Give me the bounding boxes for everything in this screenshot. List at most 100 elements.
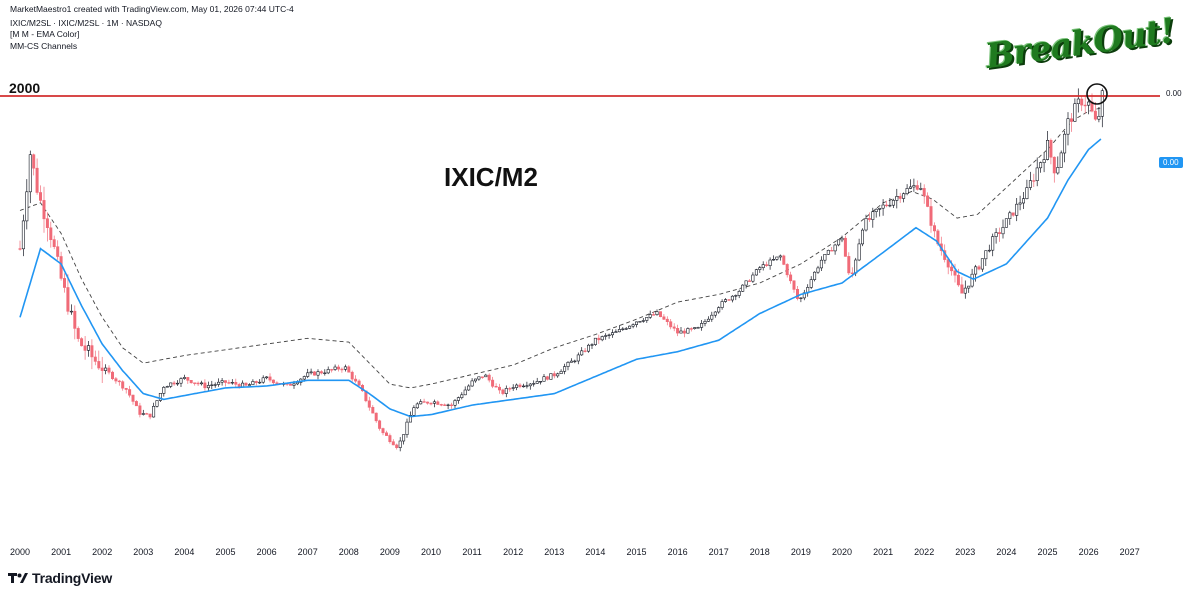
candle-body bbox=[628, 325, 632, 329]
candle-body bbox=[179, 378, 183, 384]
candle-body bbox=[244, 382, 248, 386]
candle-body bbox=[1039, 162, 1043, 169]
x-tick-label: 2016 bbox=[667, 547, 688, 557]
candle-body bbox=[217, 381, 221, 385]
candle-body bbox=[700, 323, 704, 328]
chart-header: MarketMaestro1 created with TradingView.… bbox=[10, 4, 294, 52]
candle-body bbox=[186, 377, 190, 381]
candle-body bbox=[436, 401, 440, 405]
indicator-ema-color[interactable]: [M M - EMA Color] bbox=[10, 29, 80, 39]
candle-body bbox=[134, 401, 138, 407]
candle-body bbox=[381, 428, 385, 434]
candle-body bbox=[330, 369, 334, 371]
candle-body bbox=[545, 376, 549, 380]
candle-body bbox=[830, 250, 834, 252]
candle-body bbox=[491, 379, 495, 387]
x-tick-label: 2006 bbox=[256, 547, 277, 557]
candle-body bbox=[987, 249, 991, 252]
candle-body bbox=[117, 380, 121, 383]
candle-body bbox=[347, 366, 351, 373]
candle-body bbox=[309, 371, 313, 374]
candle-body bbox=[429, 402, 433, 405]
candle-body bbox=[617, 329, 621, 333]
candle-body bbox=[319, 371, 323, 374]
candle-body bbox=[1035, 167, 1039, 181]
candle-body bbox=[93, 356, 97, 362]
candle-body bbox=[1049, 140, 1053, 158]
candle-body bbox=[453, 400, 457, 406]
candle-body bbox=[580, 350, 584, 356]
candle-body bbox=[45, 218, 49, 228]
tradingview-logo[interactable]: TradingView bbox=[8, 570, 112, 586]
candle-body bbox=[847, 256, 851, 274]
candle-body bbox=[316, 371, 320, 376]
channel-upper-line bbox=[19, 107, 1102, 389]
candle-body bbox=[234, 381, 238, 385]
candle-body bbox=[169, 382, 173, 387]
candle-body bbox=[158, 392, 162, 401]
candle-body bbox=[504, 388, 508, 394]
candle-body bbox=[963, 287, 967, 294]
candle-body bbox=[624, 328, 628, 330]
candle-body bbox=[549, 373, 553, 380]
candle-body bbox=[395, 444, 399, 448]
candle-body bbox=[148, 413, 152, 418]
candle-body bbox=[768, 259, 772, 266]
level-label: 2000 bbox=[9, 80, 41, 96]
candle-body bbox=[864, 218, 868, 231]
candle-body bbox=[501, 389, 505, 394]
candle-body bbox=[977, 266, 981, 270]
candle-body bbox=[241, 382, 245, 388]
candle-body bbox=[333, 366, 337, 370]
candle-body bbox=[621, 328, 625, 330]
tradingview-wordmark: TradingView bbox=[32, 570, 113, 586]
candle-body bbox=[823, 254, 827, 261]
x-tick-label: 2022 bbox=[914, 547, 935, 557]
candle-body bbox=[556, 373, 560, 377]
candle-body bbox=[819, 259, 823, 269]
candle-body bbox=[405, 421, 409, 435]
x-tick-label: 2027 bbox=[1119, 547, 1140, 557]
candle-body bbox=[563, 366, 567, 372]
candle-body bbox=[182, 377, 186, 379]
indicator-channels[interactable]: MM-CS Channels bbox=[10, 40, 78, 51]
candle-body bbox=[275, 382, 279, 384]
candle-body bbox=[261, 377, 265, 383]
candle-body bbox=[974, 266, 978, 275]
symbol-legend[interactable]: IXIC/M2SL · IXIC/M2SL · 1M · NASDAQ bbox=[10, 17, 162, 28]
x-tick-label: 2024 bbox=[996, 547, 1017, 557]
candle-body bbox=[398, 440, 402, 448]
candle-body bbox=[1093, 110, 1097, 120]
candle-body bbox=[408, 414, 412, 423]
candle-body bbox=[412, 407, 416, 416]
candle-body bbox=[576, 354, 580, 362]
candle-body bbox=[193, 382, 197, 384]
candle-body bbox=[665, 318, 669, 323]
candle-body bbox=[367, 400, 371, 408]
candle-body bbox=[312, 371, 316, 376]
candle-body bbox=[610, 332, 614, 336]
candle-body bbox=[929, 206, 933, 226]
x-tick-label: 2012 bbox=[503, 547, 524, 557]
candle-body bbox=[710, 314, 714, 320]
candle-body bbox=[860, 229, 864, 245]
candle-body bbox=[1021, 198, 1025, 204]
candle-body bbox=[532, 383, 536, 385]
candle-body bbox=[415, 403, 419, 409]
candle-body bbox=[206, 385, 210, 389]
candle-body bbox=[878, 208, 882, 210]
candle-body bbox=[145, 413, 149, 415]
candle-body bbox=[874, 208, 878, 212]
candle-body bbox=[1076, 98, 1080, 104]
candle-body bbox=[470, 380, 474, 387]
candle-body bbox=[52, 239, 56, 248]
candle-body bbox=[816, 267, 820, 273]
candle-body bbox=[518, 384, 522, 387]
candle-body bbox=[265, 376, 269, 379]
candle-body bbox=[693, 327, 697, 330]
candle-body bbox=[1001, 227, 1005, 235]
candle-body bbox=[336, 366, 340, 370]
candle-body bbox=[210, 384, 214, 386]
x-tick-label: 2013 bbox=[544, 547, 565, 557]
